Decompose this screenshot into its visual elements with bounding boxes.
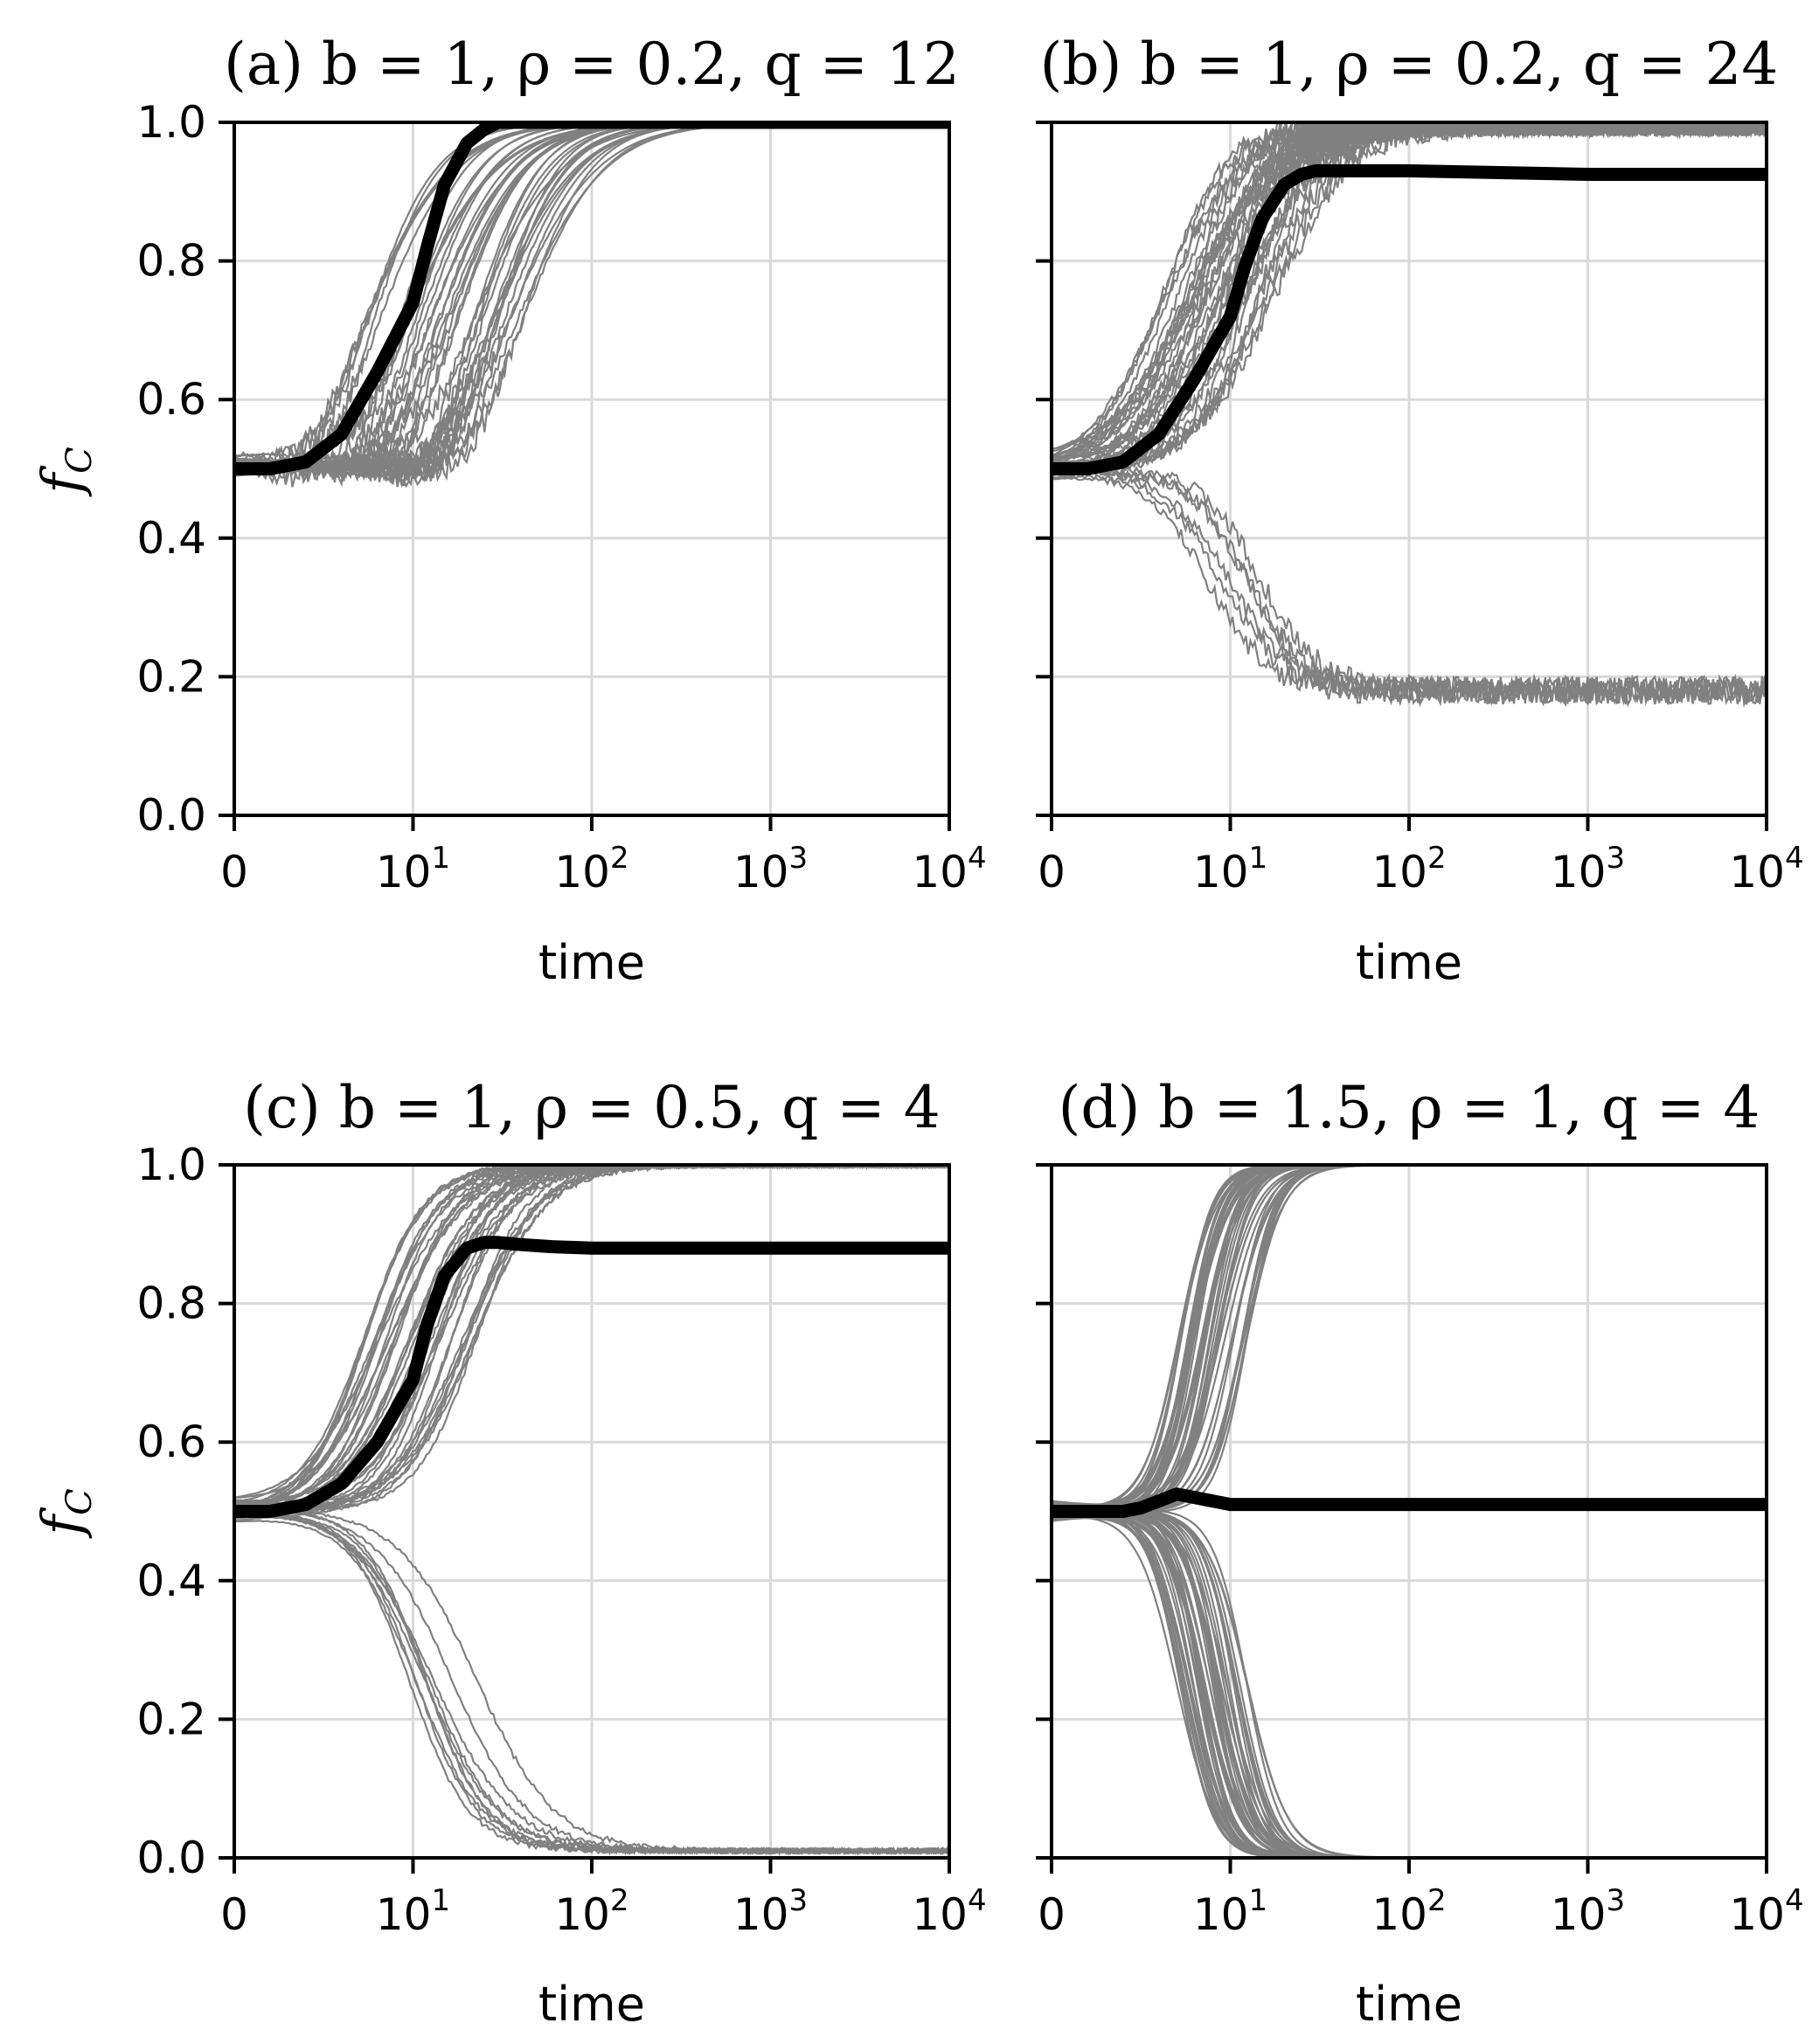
panel-d-x-tick-label: 104: [1729, 1883, 1803, 1940]
panel-b-x-tick-label: 102: [1371, 841, 1446, 897]
panel-c-x-tick-label: 104: [912, 1883, 986, 1940]
panel-b-trajectory: [1052, 122, 1767, 461]
panel-c-y-tick-label: 1.0: [136, 1140, 206, 1190]
panel-d-trajectory: [1052, 1514, 1767, 1858]
panel-d-trajectory: [1052, 1165, 1767, 1507]
panel-d-mean-line: [1052, 1487, 1767, 1518]
panel-a-title: (a) b = 1, ρ = 0.2, q = 12: [224, 31, 960, 98]
panel-d-ticks: [1036, 1163, 1768, 1874]
panel-b-mean-line: [1052, 164, 1767, 475]
panel-c-ticks: [219, 1163, 951, 1874]
panel-a-grid: [234, 122, 949, 815]
panel-d-trajectory: [1052, 1514, 1767, 1858]
panel-c-x-axis-label: time: [538, 1977, 645, 2032]
panel-d-trajectory: [1052, 1514, 1767, 1858]
panel-c-y-tick-labels: 0.0 0.2 0.4 0.6 0.8 1.0: [136, 1140, 206, 1883]
panel-c-trajectory: [234, 1165, 948, 1511]
panel-a-ticks: [219, 121, 951, 831]
panel-b-x-tick-label: 101: [1193, 841, 1267, 897]
panel-b-trajectory: [1052, 122, 1767, 461]
panel-d-x-tick-labels: 0 101 102 103 104: [1038, 1883, 1804, 1940]
panel-c-grid: [234, 1165, 949, 1858]
panel-d-x-axis-label: time: [1356, 1977, 1462, 2032]
panel-d-x-tick-label: 0: [1038, 1889, 1066, 1940]
panel-a-trajectory: [234, 122, 949, 482]
panel-a-y-tick-label: 0.0: [136, 790, 206, 841]
panel-c-y-tick-label: 0.4: [136, 1556, 206, 1606]
panel-c-trajectory: [234, 1503, 949, 1856]
panel-a-x-axis-label: time: [538, 935, 645, 990]
panel-d-trajectory: [1052, 1165, 1767, 1506]
panel-a-trajectory: [234, 122, 949, 479]
panel-b: (b) b = 1, ρ = 0.2, q = 24 0 101 102 103 104…: [1036, 31, 1804, 990]
panel-b-x-tick-labels: 0 101 102 103 104: [1038, 841, 1804, 897]
panel-d-trajectory: [1052, 1516, 1767, 1858]
panel-d-trajectory: [1052, 1514, 1767, 1858]
panel-b-grid: [1052, 122, 1767, 815]
panel-c-title: (c) b = 1, ρ = 0.5, q = 4: [243, 1074, 940, 1141]
panel-d-x-tick-label: 103: [1551, 1883, 1625, 1940]
panel-c-mean-line: [234, 1236, 949, 1518]
panel-b-x-axis-label: time: [1356, 935, 1462, 990]
panel-b-title: (b) b = 1, ρ = 0.2, q = 24: [1040, 31, 1779, 98]
panel-d-trajectory: [1052, 1165, 1767, 1506]
panel-d-trajectory: [1052, 1514, 1767, 1858]
panel-c-trajectory: [234, 1514, 949, 1856]
panel-d-trajectory: [1052, 1165, 1767, 1509]
panel-d-trajectory: [1052, 1512, 1767, 1858]
panel-b-x-tick-label: 0: [1038, 847, 1066, 897]
panel-c-x-tick-labels: 0 101 102 103 104: [220, 1883, 987, 1940]
panel-c-y-tick-label: 0.2: [136, 1694, 206, 1744]
panel-a-mean-line: [234, 122, 949, 475]
panel-d-x-tick-label: 101: [1193, 1883, 1267, 1940]
panel-c-x-tick-label: 101: [376, 1883, 450, 1940]
panel-c-y-tick-label: 0.8: [136, 1278, 206, 1329]
panel-d-trajectory: [1052, 1165, 1767, 1509]
panel-d-trajectory: [1052, 1165, 1767, 1509]
panel-b-x-tick-label: 103: [1551, 841, 1625, 897]
panel-d-trajectory: [1052, 1165, 1767, 1508]
panel-d-trajectory: [1052, 1165, 1767, 1514]
panel-d-title: (d) b = 1.5, ρ = 1, q = 4: [1059, 1074, 1760, 1141]
panel-a-y-tick-label: 0.4: [136, 513, 206, 564]
panel-d-trajectory: [1052, 1512, 1767, 1858]
panel-b-ticks: [1036, 121, 1768, 831]
panel-a-x-tick-labels: 0 101 102 103 104: [220, 841, 987, 897]
panel-a-trajectory: [234, 122, 949, 483]
panel-a-x-tick-label: 104: [912, 841, 986, 897]
panel-c-x-tick-label: 102: [554, 1883, 628, 1940]
panel-a-y-axis-label: fC: [30, 447, 100, 497]
panel-d-trajectory: [1052, 1512, 1767, 1858]
panel-c-y-tick-label: 0.0: [136, 1833, 206, 1883]
panel-a-x-tick-label: 103: [733, 841, 808, 897]
panel-a-y-tick-label: 0.8: [136, 236, 206, 287]
panel-d-x-tick-label: 102: [1371, 1883, 1446, 1940]
panel-d-trajectory: [1052, 1515, 1767, 1858]
panel-a-y-tick-label: 0.2: [136, 651, 206, 702]
panel-c-x-tick-label: 0: [220, 1889, 248, 1940]
panel-d-trajectory: [1052, 1514, 1767, 1858]
panel-a-trajectory: [234, 122, 949, 483]
panel-a-x-tick-label: 0: [220, 847, 248, 897]
panel-d: (d) b = 1.5, ρ = 1, q = 4 0 101 102 103 104 …: [1036, 1074, 1804, 2032]
panel-a-y-tick-label: 1.0: [136, 97, 206, 148]
panel-c-y-tick-label: 0.6: [136, 1417, 206, 1467]
panel-c-y-axis-label: fC: [30, 1488, 100, 1539]
panel-c: (c) b = 1, ρ = 0.5, q = 4 0.00.20.40.60.…: [30, 1074, 987, 2032]
panel-c-x-tick-label: 103: [733, 1883, 808, 1940]
panel-a-x-tick-label: 101: [376, 841, 450, 897]
panel-a-x-tick-label: 102: [554, 841, 628, 897]
panel-b-trajectory: [1052, 122, 1765, 475]
panel-a-y-tick-label: 0.6: [136, 374, 206, 425]
panel-b-x-tick-label: 104: [1729, 841, 1803, 897]
panel-b-trajectory: [1052, 122, 1765, 473]
panel-a: (a) b = 1, ρ = 0.2, q = 12 0.00.20.40.60…: [30, 31, 987, 990]
panel-b-trajectory: [1052, 474, 1767, 708]
panel-b-trajectory: [1052, 122, 1767, 451]
panel-d-trajectory: [1052, 1165, 1767, 1511]
panel-a-y-tick-labels: 0.0 0.2 0.4 0.6 0.8 1.0: [136, 97, 206, 841]
panel-d-trajectory: [1052, 1165, 1767, 1511]
panel-d-trajectory: [1052, 1516, 1767, 1858]
